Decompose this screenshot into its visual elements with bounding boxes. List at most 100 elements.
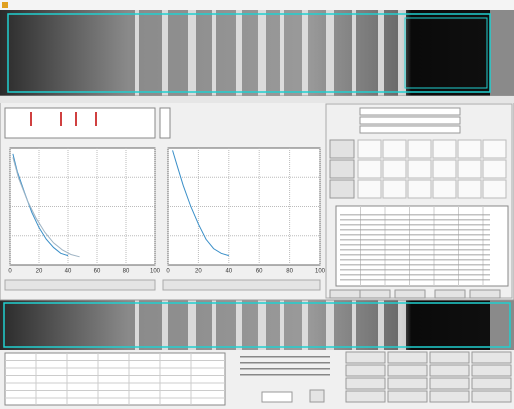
stripe [236, 10, 242, 96]
text-field [359, 125, 461, 134]
side-button[interactable] [329, 139, 355, 159]
value-cell [482, 139, 507, 159]
footer-button[interactable] [434, 289, 466, 299]
table-row-text [340, 219, 490, 221]
top-image [0, 10, 514, 96]
x-tick-label: 100 [315, 269, 326, 275]
x-tick-label: 80 [286, 269, 293, 275]
action-button[interactable] [387, 390, 428, 403]
stripe [398, 10, 406, 96]
action-button[interactable] [345, 377, 386, 390]
action-button[interactable] [471, 364, 512, 377]
x-tick-label: 20 [36, 269, 43, 275]
action-button[interactable] [387, 351, 428, 364]
value-cell [432, 179, 457, 199]
mini-bar [30, 112, 32, 126]
footer-button[interactable] [394, 289, 426, 299]
table-row-text [340, 234, 490, 236]
stripe [378, 10, 384, 96]
status-text [240, 356, 330, 358]
value-cell [407, 159, 432, 179]
stripe [212, 300, 216, 350]
dialog-title [0, 96, 514, 103]
side-button[interactable] [329, 159, 355, 179]
table-row-text [340, 279, 490, 281]
stripe [302, 10, 308, 96]
action-button[interactable] [471, 377, 512, 390]
table-row-text [340, 214, 490, 216]
table-row-text [340, 239, 490, 241]
table-row-text [340, 274, 490, 276]
stripe [188, 10, 196, 96]
table-row-text [340, 254, 490, 256]
x-tick-label: 60 [94, 269, 101, 275]
stripe [326, 10, 334, 96]
table-row-text [340, 244, 490, 246]
table-row-text [340, 224, 490, 226]
spin-box[interactable] [261, 391, 293, 403]
action-button[interactable] [429, 377, 470, 390]
action-button[interactable] [345, 390, 386, 403]
value-cell [382, 159, 407, 179]
x-tick-label: 0 [166, 269, 170, 275]
status-text [240, 374, 330, 376]
action-button[interactable] [345, 364, 386, 377]
value-cell [432, 139, 457, 159]
text-field [359, 107, 461, 116]
action-button[interactable] [471, 351, 512, 364]
mini-bar [60, 112, 62, 126]
stripe [162, 10, 168, 96]
mini-chart [159, 107, 171, 139]
plot-toolbar [162, 279, 321, 291]
stripe [236, 300, 242, 350]
action-button[interactable] [429, 390, 470, 403]
table-row-text [340, 229, 490, 231]
stripe [398, 300, 406, 350]
stripe [135, 300, 139, 350]
x-tick-label: 0 [8, 269, 12, 275]
stripe [352, 10, 356, 96]
title-bar [0, 0, 514, 10]
stripe [162, 300, 168, 350]
action-button[interactable] [345, 351, 386, 364]
text-field [359, 116, 461, 125]
title-icon [2, 2, 8, 8]
mini-bar [75, 112, 77, 126]
action-button[interactable] [429, 364, 470, 377]
stripe [302, 300, 308, 350]
stripe [258, 10, 266, 96]
info-table [4, 352, 226, 406]
x-tick-label: 100 [150, 269, 161, 275]
curve [172, 150, 229, 257]
table-row-text [340, 249, 490, 251]
x-tick-label: 40 [65, 269, 72, 275]
small-button[interactable] [309, 389, 325, 403]
footer-button[interactable] [329, 289, 361, 299]
stripe [378, 300, 384, 350]
value-cell [482, 159, 507, 179]
stripe [280, 10, 284, 96]
status-text [240, 368, 330, 370]
value-cell [357, 159, 382, 179]
value-cell [382, 179, 407, 199]
action-button[interactable] [387, 364, 428, 377]
table-row-text [340, 259, 490, 261]
roi-box [404, 17, 488, 89]
stripe [135, 10, 139, 96]
action-button[interactable] [429, 351, 470, 364]
bottom-image [0, 300, 514, 350]
footer-button[interactable] [359, 289, 391, 299]
value-cell [357, 179, 382, 199]
stripe [258, 300, 266, 350]
action-button[interactable] [471, 390, 512, 403]
status-text [240, 362, 330, 364]
mini-bar [95, 112, 97, 126]
stripe [280, 300, 284, 350]
mini-chart [4, 107, 156, 139]
side-button[interactable] [329, 179, 355, 199]
action-button[interactable] [387, 377, 428, 390]
x-tick-label: 40 [225, 269, 232, 275]
footer-button[interactable] [469, 289, 501, 299]
table-row-text [340, 264, 490, 266]
